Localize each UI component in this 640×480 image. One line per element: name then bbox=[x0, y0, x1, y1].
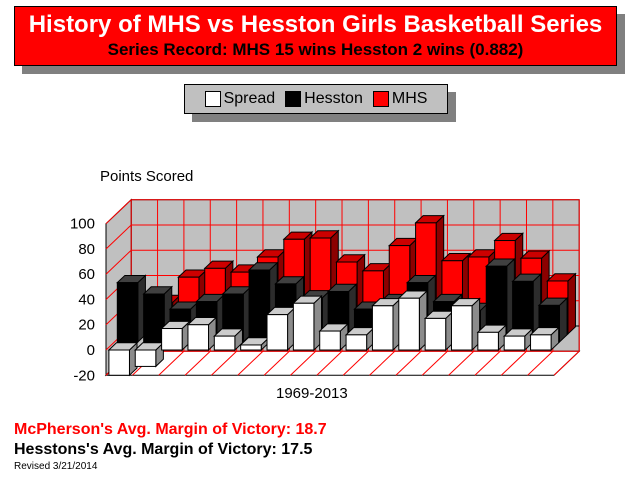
gridline-floor bbox=[527, 350, 554, 376]
gridline-side bbox=[105, 249, 132, 275]
gridline-floor bbox=[158, 350, 185, 376]
bar-hesston bbox=[511, 273, 542, 344]
bar-spread bbox=[292, 294, 323, 352]
bar-front bbox=[345, 334, 368, 351]
gridline-floor bbox=[316, 350, 343, 376]
y-tick-label: 40 bbox=[78, 291, 95, 308]
bar-spread bbox=[502, 327, 534, 352]
legend-swatch-spread bbox=[204, 91, 221, 107]
chart-bars bbox=[107, 214, 577, 377]
bar-front bbox=[319, 330, 341, 351]
hesston-avg-margin: Hesstons's Avg. Margin of Victory: 17.5 bbox=[14, 441, 313, 458]
chart-title: History of MHS vs Hesston Girls Basketba… bbox=[28, 11, 603, 38]
bar-spread bbox=[476, 323, 508, 352]
y-tick-label: 20 bbox=[78, 317, 95, 334]
bar-front bbox=[477, 331, 499, 351]
y-tick-label: 0 bbox=[87, 342, 95, 359]
gridline-floor bbox=[237, 350, 264, 376]
bar-front bbox=[292, 302, 315, 351]
legend-label-hesston: Hesston bbox=[304, 90, 363, 107]
bar-hesston bbox=[484, 257, 516, 344]
legend-label-spread: Spread bbox=[223, 90, 276, 107]
y-tick-label: 80 bbox=[78, 241, 95, 258]
y-tick-label: 100 bbox=[70, 216, 95, 233]
y-axis-ticks: -20 0 20 40 60 80 100 bbox=[70, 216, 95, 385]
bar-spread bbox=[344, 326, 376, 352]
bar-front bbox=[450, 305, 473, 351]
bar-spread bbox=[213, 327, 244, 352]
chart-legend: Spread Hesston MHS bbox=[184, 84, 448, 114]
bar-spread bbox=[186, 316, 218, 352]
bar-spread bbox=[450, 297, 481, 352]
bar-front bbox=[503, 335, 526, 351]
gridline-floor bbox=[342, 350, 369, 376]
bar-front bbox=[266, 314, 289, 351]
y-tick-label: -20 bbox=[73, 367, 95, 384]
bar-spread bbox=[318, 322, 350, 352]
bar-spread bbox=[107, 341, 139, 377]
x-axis-label: 1969-2013 bbox=[276, 385, 348, 402]
mhs-avg-margin: McPherson's Avg. Margin of Victory: 18.7 bbox=[14, 421, 327, 438]
legend-item-hesston: Hesston bbox=[285, 90, 363, 108]
bar-front bbox=[187, 324, 210, 351]
bar-front bbox=[143, 293, 165, 343]
gridline-floor bbox=[290, 350, 317, 376]
bar-front bbox=[134, 349, 157, 367]
floor bbox=[104, 350, 581, 376]
series-record-subtitle: Series Record: MHS 15 wins Hesston 2 win… bbox=[107, 40, 524, 59]
gridline-floor bbox=[421, 350, 448, 376]
gridline-side bbox=[105, 224, 132, 250]
bar-front bbox=[530, 334, 552, 351]
bar-front bbox=[116, 282, 139, 343]
legend-swatch-mhs bbox=[372, 91, 389, 107]
bar-front bbox=[398, 297, 420, 351]
revised-date: Revised 3/21/2014 bbox=[14, 461, 98, 472]
y-axis-label: Points Scored bbox=[100, 168, 193, 185]
bar-hesston bbox=[116, 274, 147, 344]
gridline-side bbox=[105, 199, 132, 225]
gridline-floor bbox=[474, 350, 501, 376]
gridline-floor bbox=[369, 350, 396, 376]
bar-spread bbox=[397, 289, 429, 352]
gridline-floor bbox=[500, 350, 527, 376]
bar-front bbox=[161, 328, 183, 351]
legend-item-mhs: MHS bbox=[372, 90, 428, 108]
y-tick-label: 60 bbox=[78, 266, 95, 283]
bar-spread bbox=[423, 310, 455, 352]
legend-swatch-hesston bbox=[285, 91, 302, 107]
legend-label-mhs: MHS bbox=[391, 90, 428, 107]
bar-spread bbox=[265, 306, 297, 352]
gridline-floor bbox=[553, 350, 580, 376]
bar-front bbox=[240, 344, 262, 351]
bar-front bbox=[108, 349, 130, 376]
gridline-floor bbox=[263, 350, 290, 376]
bar-hesston bbox=[142, 285, 174, 344]
bar-side bbox=[567, 272, 576, 336]
bar-front bbox=[371, 305, 394, 351]
gridline-floor bbox=[184, 350, 211, 376]
legend-item-spread: Spread bbox=[204, 90, 276, 108]
title-banner: History of MHS vs Hesston Girls Basketba… bbox=[14, 6, 617, 66]
bar-front bbox=[424, 317, 447, 351]
bar-front bbox=[213, 335, 236, 351]
gridline-floor bbox=[448, 350, 475, 376]
bar-spread bbox=[160, 320, 191, 352]
bar-spread bbox=[529, 326, 560, 352]
bar-spread bbox=[371, 297, 402, 352]
gridline-floor bbox=[211, 350, 237, 376]
bar-spread bbox=[134, 341, 165, 368]
gridline-floor bbox=[395, 350, 422, 376]
